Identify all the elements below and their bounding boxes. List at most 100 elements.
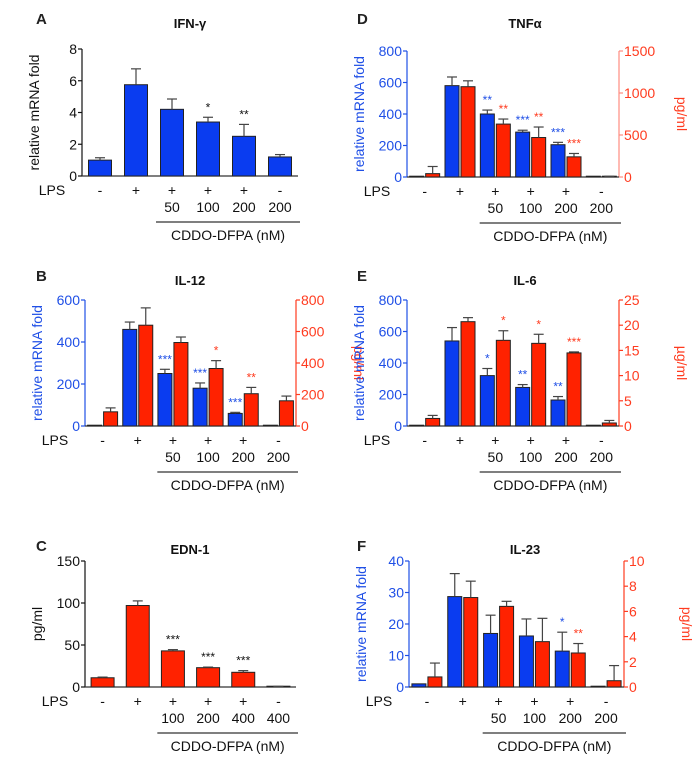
bar-blue-5 xyxy=(550,144,566,178)
bar-blue-5 xyxy=(227,412,243,427)
dose-value: 100 xyxy=(196,449,220,465)
bar-blue-4 xyxy=(515,386,531,427)
dose-value: 50 xyxy=(488,449,504,465)
bar-red-2 xyxy=(463,597,479,688)
lps-sign: + xyxy=(239,693,247,709)
left-axis-tick-label: 30 xyxy=(388,585,404,601)
panel-title: EDN-1 xyxy=(170,542,209,557)
right-axis-tick-label: 8 xyxy=(629,578,637,594)
left-axis-tick-label: 100 xyxy=(57,595,81,611)
bar-blue-1 xyxy=(409,424,425,427)
significance-marker: ** xyxy=(483,93,493,107)
bar-blue-6 xyxy=(590,685,606,688)
bar-blue-4 xyxy=(515,131,531,178)
bar-blue-6 xyxy=(585,424,601,427)
dose-value: 200 xyxy=(196,710,220,726)
left-axis-tick-label: 8 xyxy=(69,41,77,57)
dose-group-label: CDDO-DFPA (nM) xyxy=(497,738,611,754)
left-axis-tick-label: 6 xyxy=(69,73,77,89)
lps-sign: + xyxy=(562,432,570,448)
significance-marker: ** xyxy=(247,370,257,384)
bar-blue-3 xyxy=(479,375,495,427)
lps-sign: - xyxy=(276,432,281,448)
panel-f: F IL-23 0 10 20 30 40 relative mRNA fold 0 2 4 6 8 10… xyxy=(353,538,695,754)
lps-row-label: LPS xyxy=(39,182,65,198)
dose-value: 200 xyxy=(554,449,578,465)
lps-row-label: LPS xyxy=(42,693,68,709)
left-axis-tick-label: 0 xyxy=(394,418,402,434)
bar-red-3 xyxy=(160,650,185,688)
significance-marker: *** xyxy=(158,352,172,366)
bar-red-3 xyxy=(499,605,515,688)
left-axis-tick-label: 2 xyxy=(69,136,77,152)
bar-blue-1 xyxy=(87,424,103,427)
right-axis-tick-label: 1500 xyxy=(624,43,655,59)
bar-red-6 xyxy=(601,422,617,427)
dose-value: 100 xyxy=(519,449,543,465)
right-axis-tick-label: 10 xyxy=(629,553,645,569)
lps-sign: + xyxy=(169,432,177,448)
right-axis-tick-label: 15 xyxy=(624,342,640,358)
dose-value: 200 xyxy=(559,710,583,726)
lps-sign: - xyxy=(599,432,604,448)
left-axis-tick-label: 400 xyxy=(379,106,403,122)
significance-marker: ** xyxy=(553,380,563,394)
left-axis-tick-label: 400 xyxy=(379,355,403,371)
left-axis-tick-label: 40 xyxy=(388,553,404,569)
right-axis-tick-label: 0 xyxy=(624,169,632,185)
left-axis-label: relative mRNA fold xyxy=(353,566,369,682)
dose-value: 200 xyxy=(232,449,256,465)
lps-sign: + xyxy=(204,432,212,448)
bar-red-5 xyxy=(566,352,582,427)
bar-red-4 xyxy=(531,137,547,178)
left-axis-tick-label: 200 xyxy=(379,387,403,403)
left-axis-tick-label: 800 xyxy=(379,43,403,59)
bar-blue-5 xyxy=(554,650,570,688)
left-axis-label: relative mRNA fold xyxy=(351,305,367,421)
lps-sign: - xyxy=(278,182,283,198)
bar-red-2 xyxy=(460,321,476,427)
bar-blue-4 xyxy=(518,635,534,688)
bar-red-1 xyxy=(103,411,119,427)
dose-group-label: CDDO-DFPA (nM) xyxy=(493,477,607,493)
bar-blue-1 xyxy=(409,175,425,178)
right-axis-tick-label: 0 xyxy=(301,418,309,434)
bar-blue-4 xyxy=(192,387,208,427)
bar-blue-3 xyxy=(483,632,499,688)
lps-sign: - xyxy=(100,432,105,448)
significance-marker: *** xyxy=(193,366,207,380)
dose-value: 200 xyxy=(590,200,614,216)
bar-blue-3 xyxy=(160,108,184,177)
dose-value: 200 xyxy=(268,199,292,215)
lps-row-label: LPS xyxy=(42,432,68,448)
lps-sign: - xyxy=(604,693,609,709)
right-axis-label: µg/ml xyxy=(674,346,690,381)
dose-value: 200 xyxy=(232,199,256,215)
lps-sign: + xyxy=(169,693,177,709)
lps-sign: + xyxy=(459,693,467,709)
left-axis-tick-label: 0 xyxy=(69,168,77,184)
bar-blue-6 xyxy=(268,156,292,177)
lps-sign: + xyxy=(527,432,535,448)
bar-red-4 xyxy=(208,368,224,427)
right-axis-label: pg/ml xyxy=(679,607,695,641)
right-axis-tick-label: 600 xyxy=(301,324,325,340)
panel-title: TNFα xyxy=(508,16,541,31)
bar-red-5 xyxy=(243,393,259,427)
significance-marker: * xyxy=(501,314,506,328)
right-axis-tick-label: 20 xyxy=(624,317,640,333)
panel-title: IL-12 xyxy=(175,273,205,288)
bar-red-5 xyxy=(566,156,582,178)
right-axis-tick-label: 0 xyxy=(624,418,632,434)
lps-sign: + xyxy=(204,182,212,198)
left-axis-tick-label: 50 xyxy=(64,637,80,653)
bar-red-2 xyxy=(460,86,476,178)
bar-red-1 xyxy=(425,417,441,427)
dose-value: 400 xyxy=(267,710,291,726)
bar-red-2 xyxy=(138,324,154,427)
lps-sign: + xyxy=(132,182,140,198)
right-axis-tick-label: 10 xyxy=(624,368,640,384)
bar-red-5 xyxy=(570,652,586,688)
lps-sign: + xyxy=(134,432,142,448)
